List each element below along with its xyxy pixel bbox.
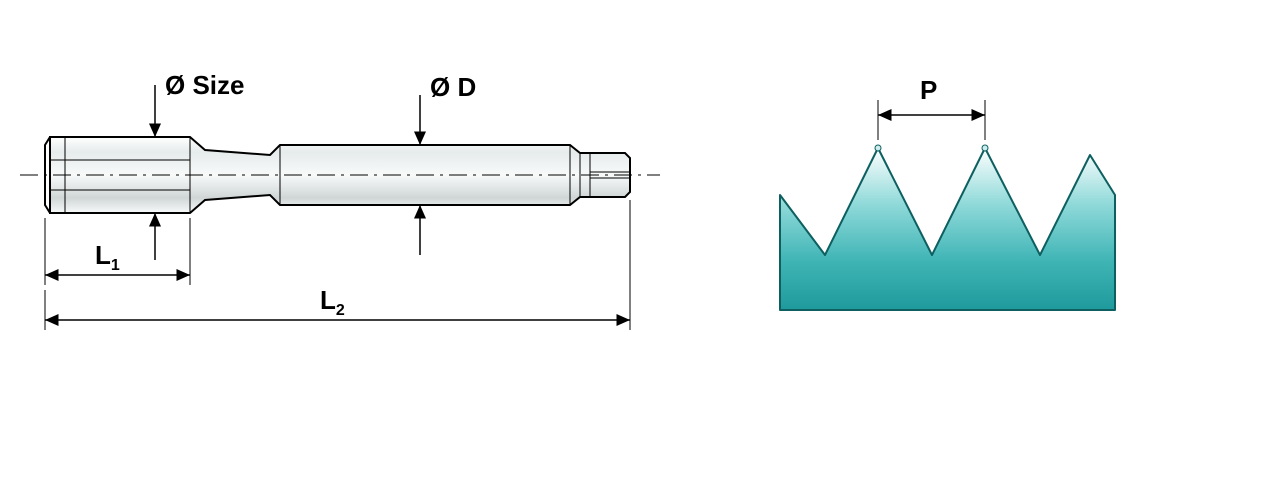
label-l1: L1 (95, 240, 120, 275)
label-size: Ø Size (165, 70, 245, 101)
diameter-symbol-1: Ø (165, 70, 185, 100)
label-p: P (920, 75, 937, 106)
label-d: Ø D (430, 72, 476, 103)
diagram-canvas: Ø Size Ø D L1 L2 (0, 0, 1282, 500)
l1-text: L (95, 240, 111, 270)
diameter-symbol-2: Ø (430, 72, 450, 102)
l2-text: L (320, 285, 336, 315)
d-text: D (457, 72, 476, 102)
l2-sub: 2 (336, 302, 345, 319)
label-l2: L2 (320, 285, 345, 320)
thread-pitch-drawing (760, 40, 1160, 400)
size-text: Size (192, 70, 244, 100)
l1-sub: 1 (111, 257, 120, 274)
p-text: P (920, 75, 937, 105)
